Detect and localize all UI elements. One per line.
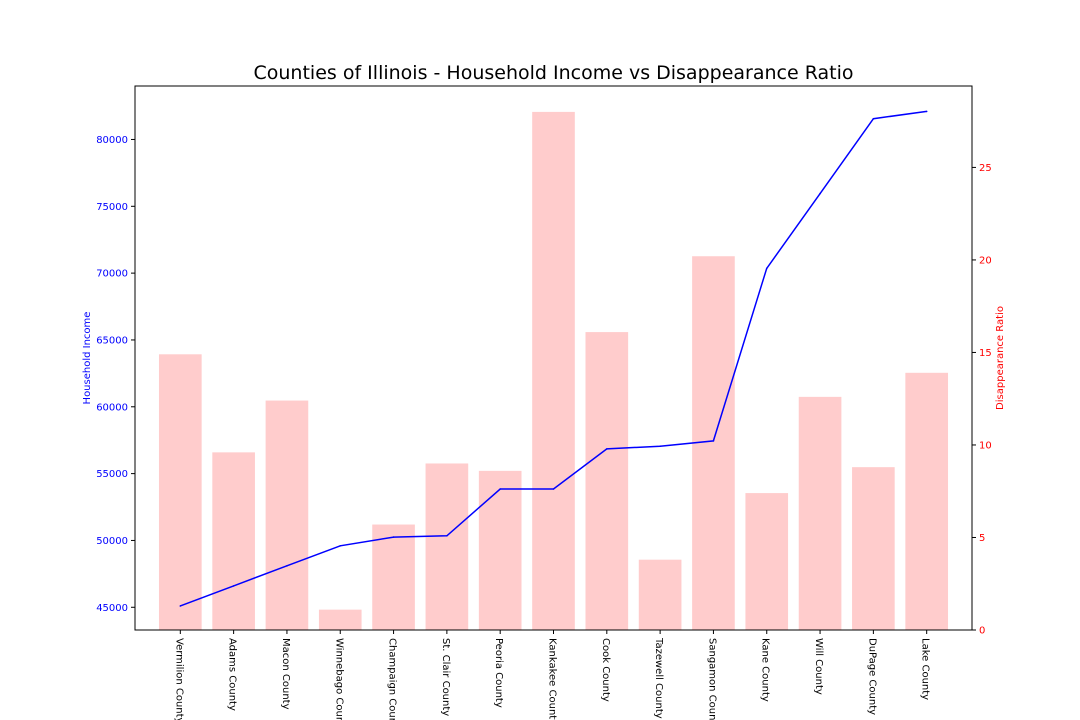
x-tick-label: Vermilion County	[173, 638, 184, 720]
left-tick-label: 70000	[96, 269, 128, 280]
right-axis-label: Disappearance Ratio	[995, 306, 1006, 410]
bar	[158, 354, 202, 630]
bar	[265, 400, 309, 630]
bar	[585, 332, 629, 630]
right-tick-label: 20	[979, 255, 992, 266]
bar	[638, 559, 682, 630]
line-point	[286, 565, 288, 567]
bar	[212, 452, 255, 630]
left-axis-ticks: 45000 50000 55000 60000 65000 70000 75000 80000	[96, 135, 135, 614]
x-tick-label: Macon County	[280, 638, 291, 710]
right-tick-label: 15	[979, 348, 992, 359]
bar	[745, 493, 789, 630]
line-point	[712, 440, 715, 442]
chart-title: Counties of Illinois - Household Income …	[254, 62, 854, 84]
bar	[425, 463, 469, 630]
x-tick-label: Sangamon County	[706, 638, 717, 720]
x-tick-label: Winnebago County	[333, 638, 344, 720]
x-tick-label: Kane County	[760, 638, 771, 702]
x-tick-label: St. Clair County	[440, 638, 451, 716]
bar	[532, 111, 575, 630]
x-axis-ticks: Vermilion County Adams County Macon County…	[173, 630, 931, 720]
line-point	[872, 117, 875, 120]
left-tick-label: 55000	[96, 469, 128, 480]
left-tick-label: 60000	[96, 402, 128, 413]
bar	[798, 396, 842, 630]
x-tick-label: Peoria County	[493, 638, 504, 708]
bar	[372, 524, 415, 630]
right-tick-label: 0	[979, 626, 985, 637]
left-tick-label: 65000	[96, 335, 128, 346]
x-tick-label: Champaign County	[387, 638, 398, 720]
line-layer	[179, 110, 928, 607]
x-tick-label: Will County	[813, 638, 824, 695]
x-tick-label: DuPage County	[866, 638, 877, 715]
left-axis-label: Household Income	[82, 312, 93, 405]
right-axis-ticks: 0 5 10 15 20 25	[972, 163, 992, 637]
bar	[692, 256, 735, 630]
x-tick-label: Adams County	[227, 638, 238, 711]
bar	[905, 372, 949, 630]
right-tick-label: 25	[979, 163, 992, 174]
right-tick-label: 10	[979, 440, 992, 451]
x-tick-label: Cook County	[600, 638, 611, 702]
bars-layer	[158, 111, 949, 630]
line-point	[499, 488, 501, 490]
x-tick-label: Lake County	[920, 638, 931, 700]
bar	[318, 609, 362, 630]
x-tick-label: Tazewell County	[653, 637, 664, 719]
x-tick-label: Kankakee County	[547, 638, 558, 720]
line-point	[232, 585, 235, 587]
line-point	[606, 448, 608, 450]
bar	[852, 467, 895, 630]
line-point	[392, 536, 395, 538]
left-tick-label: 45000	[96, 603, 128, 614]
line-point	[339, 544, 342, 547]
line-point	[765, 267, 768, 270]
line-point	[659, 445, 661, 448]
left-tick-label: 75000	[96, 202, 128, 213]
line-point	[925, 110, 928, 113]
left-tick-label: 50000	[96, 536, 128, 547]
line-point	[446, 534, 448, 537]
line-point	[552, 488, 555, 490]
line-point	[179, 605, 182, 607]
right-tick-label: 5	[979, 533, 985, 544]
line-point	[819, 192, 821, 195]
bar	[478, 470, 522, 630]
left-tick-label: 80000	[96, 135, 128, 146]
